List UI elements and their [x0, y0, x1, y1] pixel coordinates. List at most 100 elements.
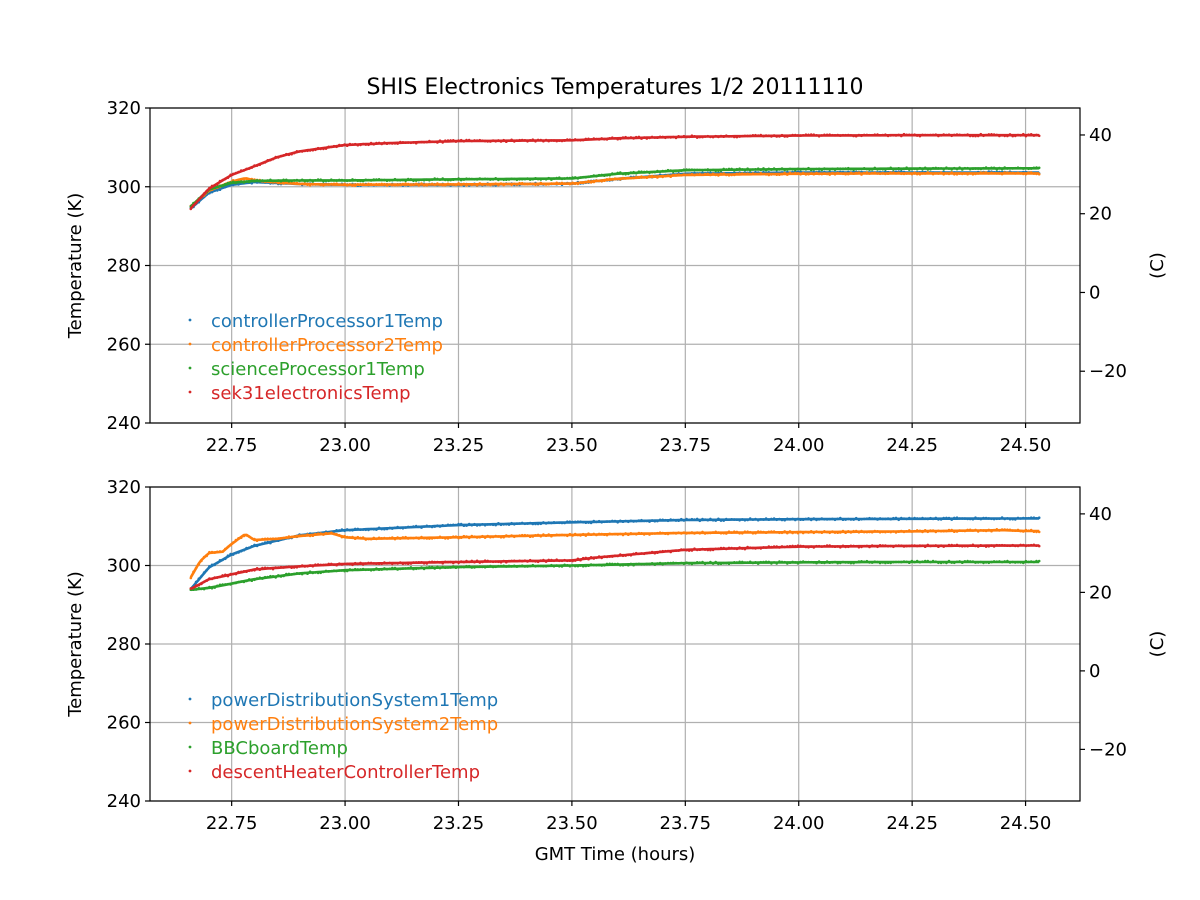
data-point: [534, 565, 537, 568]
data-point: [1032, 560, 1036, 564]
data-point: [497, 183, 500, 187]
data-point: [338, 533, 341, 537]
data-point: [287, 565, 291, 568]
data-point: [558, 565, 561, 568]
data-point: [844, 545, 847, 549]
data-point: [640, 563, 643, 566]
data-point: [1000, 516, 1004, 519]
data-point: [754, 172, 757, 176]
data-point: [226, 176, 230, 180]
data-point: [462, 565, 466, 569]
data-point: [518, 181, 521, 185]
data-point: [404, 567, 407, 570]
data-point: [929, 516, 932, 520]
data-point: [1003, 528, 1006, 531]
data-point: [1037, 544, 1041, 548]
data-point: [224, 573, 227, 577]
data-point: [571, 559, 574, 563]
data-point: [452, 561, 455, 565]
data-point: [870, 133, 874, 137]
data-point: [300, 534, 304, 537]
data-point: [547, 139, 550, 143]
data-point: [571, 520, 574, 524]
data-point: [361, 567, 365, 571]
data-point: [921, 544, 924, 547]
data-point: [762, 546, 765, 549]
data-point: [1024, 134, 1028, 138]
data-point: [976, 561, 980, 564]
data-point: [786, 531, 789, 535]
data-point: [428, 183, 431, 186]
data-point: [216, 189, 219, 192]
data-point: [324, 179, 328, 183]
data-point: [550, 521, 553, 525]
data-point: [759, 560, 763, 564]
data-point: [926, 133, 930, 137]
data-point: [828, 531, 831, 535]
data-point: [361, 563, 365, 566]
data-point: [566, 564, 569, 567]
data-point: [1029, 167, 1033, 170]
data-point: [475, 183, 479, 187]
data-point: [738, 172, 741, 175]
data-point: [1032, 172, 1036, 175]
data-point: [642, 533, 646, 536]
data-point: [764, 531, 768, 534]
data-point: [921, 167, 924, 171]
data-point: [459, 183, 463, 186]
data-point: [367, 143, 370, 147]
data-point: [1014, 544, 1017, 548]
data-point: [730, 167, 733, 171]
data-point: [677, 549, 680, 552]
data-point: [542, 139, 545, 143]
data-point: [247, 569, 251, 573]
data-point: [505, 534, 508, 537]
data-point: [536, 522, 540, 526]
data-point: [571, 534, 574, 537]
data-point: [939, 544, 943, 547]
data-point: [266, 566, 270, 570]
data-point: [491, 178, 495, 181]
data-point: [621, 563, 625, 567]
data-point: [775, 135, 778, 138]
data-point: [1006, 134, 1009, 138]
data-point: [539, 181, 543, 185]
data-point: [764, 517, 768, 520]
data-point: [1008, 517, 1012, 521]
data-point: [200, 582, 203, 586]
data-point: [552, 521, 556, 524]
data-point: [637, 175, 641, 179]
data-point: [364, 183, 368, 186]
data-point: [931, 166, 935, 170]
data-point: [743, 530, 747, 533]
data-point: [295, 572, 299, 575]
data-point: [234, 538, 238, 542]
data-point: [809, 172, 813, 175]
data-point: [420, 566, 423, 569]
data-point: [918, 529, 922, 533]
data-point: [695, 173, 699, 176]
data-point: [430, 560, 434, 564]
data-point: [422, 525, 426, 528]
data-point: [868, 168, 871, 171]
data-point: [335, 179, 338, 182]
data-point: [791, 544, 794, 548]
data-point: [531, 522, 535, 526]
data-point: [330, 562, 333, 566]
data-point: [756, 172, 760, 176]
data-point: [878, 544, 882, 547]
data-point: [1016, 544, 1020, 548]
data-point: [658, 135, 662, 139]
data-point: [396, 562, 399, 565]
data-point: [979, 171, 983, 174]
data-point: [836, 167, 839, 170]
data-point: [695, 531, 699, 534]
data-point: [815, 518, 818, 522]
data-point: [608, 173, 611, 177]
data-point: [677, 173, 680, 176]
data-point: [608, 532, 611, 536]
data-point: [592, 174, 596, 177]
data-point: [579, 176, 582, 179]
data-point: [473, 560, 476, 564]
data-point: [231, 572, 235, 576]
